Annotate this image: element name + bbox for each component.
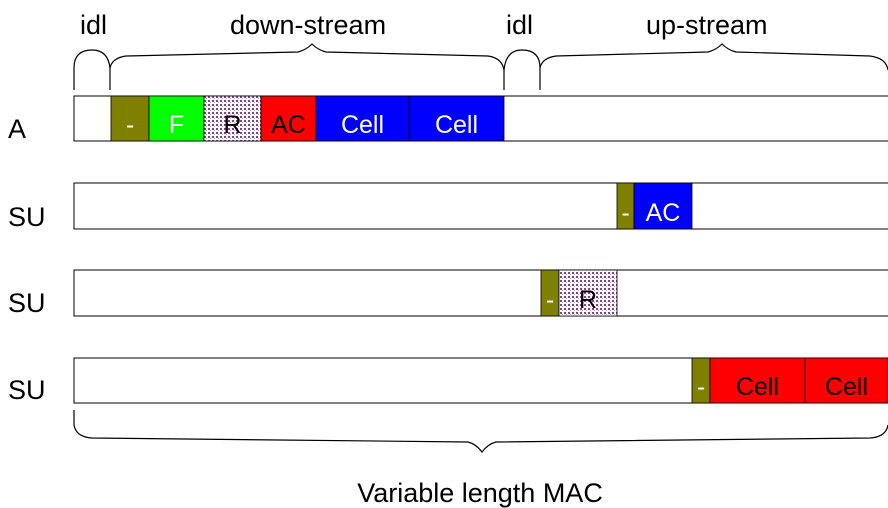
lane-su-2 xyxy=(73,269,888,317)
row-label-su-1: SU xyxy=(8,202,46,232)
segment-label-0-3: AC xyxy=(271,111,306,139)
variable-length-mac-label: Variable length MAC xyxy=(357,478,603,508)
segment-0-1 xyxy=(148,95,205,142)
row-label-su-3: SU xyxy=(8,375,46,405)
up-stream-brace xyxy=(539,43,888,71)
segment-label-1-0: - xyxy=(621,199,629,227)
segment-label-0-1: F xyxy=(169,111,184,139)
down-stream-label: down-stream xyxy=(230,10,386,40)
segment-label-3-0: - xyxy=(697,373,705,401)
segment-label-1-1: AC xyxy=(646,199,681,227)
segment-label-3-1: Cell xyxy=(736,373,779,401)
idl-label-2: idl xyxy=(506,10,533,40)
segment-label-0-2: R xyxy=(223,111,241,139)
segments-layer: - F R AC Cell Cell- AC- R- Cell Cell xyxy=(110,95,888,404)
segment-label-0-4: Cell xyxy=(341,111,384,139)
segment-label-0-5: Cell xyxy=(435,111,478,139)
segment-label-2-0: - xyxy=(546,286,554,314)
segment-3-1 xyxy=(709,357,806,404)
row-label-su-2: SU xyxy=(8,288,46,318)
idl-brace-1 xyxy=(73,49,111,90)
segment-label-0-0: - xyxy=(126,111,134,139)
up-stream-label: up-stream xyxy=(646,10,768,40)
segment-label-3-2: Cell xyxy=(825,373,868,401)
segment-2-1 xyxy=(558,269,618,317)
row-label-a: A xyxy=(8,114,26,144)
down-stream-brace xyxy=(109,43,505,90)
idl-label-1: idl xyxy=(80,10,107,40)
segment-1-1 xyxy=(633,182,693,230)
segment-0-0 xyxy=(110,95,150,142)
mac-length-brace xyxy=(73,410,888,453)
segment-label-2-1: R xyxy=(579,286,597,314)
lane-su-1 xyxy=(73,182,888,230)
idl-brace-2 xyxy=(503,49,541,90)
segment-0-5 xyxy=(408,95,505,142)
segment-3-2 xyxy=(804,357,888,404)
